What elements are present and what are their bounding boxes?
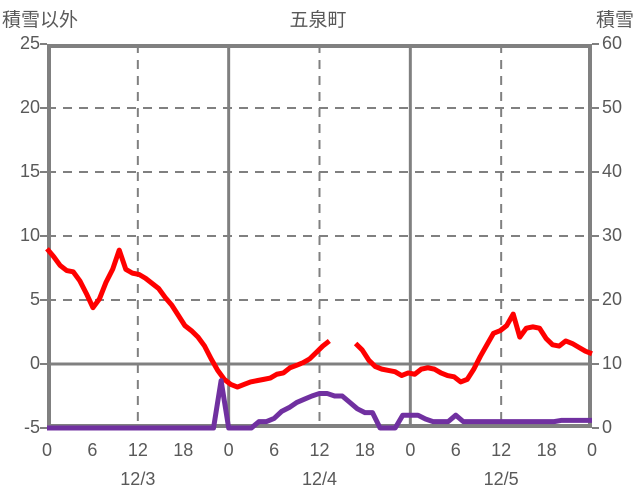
x-axis-tick: 6 — [87, 440, 98, 460]
x-axis-tick: 6 — [269, 440, 280, 460]
left-axis-title: 積雪以外 — [2, 10, 79, 31]
x-axis-tick: 18 — [354, 440, 375, 460]
page-title: 五泉町 — [289, 10, 347, 31]
y-axis-left-tick: 15 — [19, 161, 40, 181]
y-axis-right-tick: 10 — [602, 353, 623, 373]
x-axis-tick: 12 — [309, 440, 330, 460]
y-axis-left-tick: 5 — [29, 289, 40, 309]
y-axis-right-tick: 50 — [602, 97, 623, 117]
y-axis-right-tick: 20 — [602, 289, 623, 309]
x-axis-tick: 0 — [586, 440, 597, 460]
y-axis-left-tick: 20 — [19, 97, 40, 117]
y-axis-right-tick: 60 — [602, 33, 623, 53]
y-axis-left-tick: 10 — [19, 225, 40, 245]
x-axis-tick: 12 — [127, 440, 148, 460]
x-axis-tick: 12 — [491, 440, 512, 460]
x-axis-tick: 0 — [405, 440, 416, 460]
y-axis-left-tick: 0 — [29, 353, 40, 373]
x-axis-tick: 18 — [536, 440, 557, 460]
x-axis-tick: 0 — [41, 440, 52, 460]
right-axis-title: 積雪 — [595, 10, 634, 31]
x-axis-tick: 0 — [223, 440, 234, 460]
y-axis-left-tick: -5 — [23, 417, 40, 437]
x-axis-day-label: 12/4 — [301, 469, 338, 489]
y-axis-left-tick: 25 — [19, 33, 40, 53]
plot-area — [47, 44, 592, 428]
x-axis-day-label: 12/3 — [120, 469, 156, 489]
x-axis-day-label: 12/5 — [483, 469, 519, 489]
x-axis-tick: 18 — [173, 440, 194, 460]
y-axis-right-tick: 30 — [602, 225, 623, 245]
y-axis-right-tick: 0 — [602, 417, 613, 437]
y-axis-right-tick: 40 — [602, 161, 623, 181]
x-axis-tick: 6 — [450, 440, 461, 460]
